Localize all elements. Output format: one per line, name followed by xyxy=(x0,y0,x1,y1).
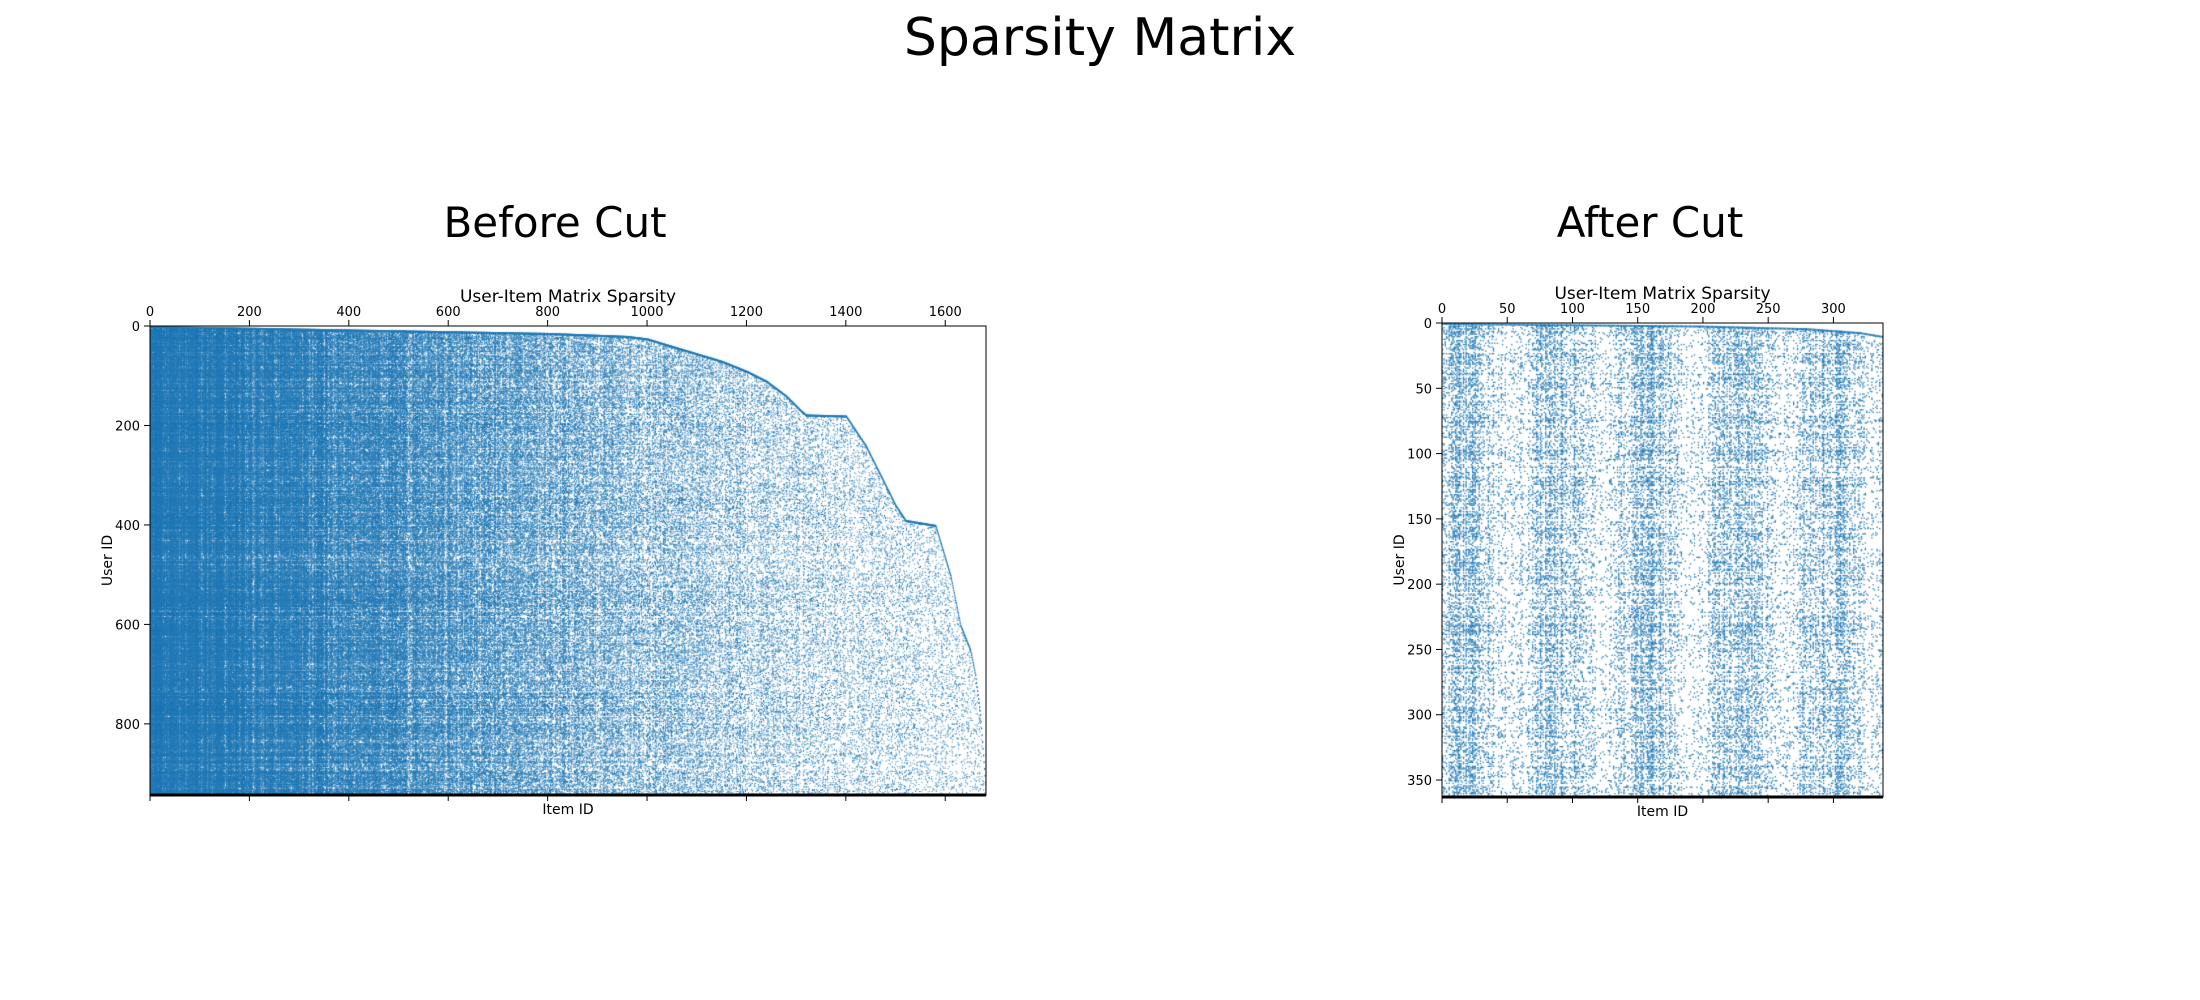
x-tick-label: 200 xyxy=(237,305,262,320)
chart-title: User-Item Matrix Sparsity xyxy=(460,287,676,307)
chart-after: 0 50 100 150 200 250 300 0 50 100 150 200 250 300 350 U… xyxy=(1392,284,1884,820)
y-axis-label: User ID xyxy=(100,535,116,586)
x-tick-label: 100 xyxy=(1560,302,1585,317)
y-tick-label: 250 xyxy=(1407,643,1432,658)
sparsity-points xyxy=(1442,323,1883,797)
x-tick-label: 250 xyxy=(1756,302,1781,317)
y-tick-label: 300 xyxy=(1407,709,1432,724)
y-tick-label: 350 xyxy=(1407,774,1432,789)
x-tick-label: 1200 xyxy=(730,305,763,320)
y-tick-label: 800 xyxy=(115,718,140,733)
panel-heading-before: Before Cut xyxy=(443,198,667,247)
y-tick-label: 200 xyxy=(1407,578,1432,593)
x-tick-label: 400 xyxy=(336,305,361,320)
y-tick-label: 400 xyxy=(115,519,140,534)
x-tick-label: 200 xyxy=(1691,302,1716,317)
y-axis-label: User ID xyxy=(1392,534,1408,585)
x-tick-label: 150 xyxy=(1625,302,1650,317)
panel-heading-after: After Cut xyxy=(1556,198,1744,247)
x-tick-label: 1400 xyxy=(829,305,862,320)
y-tick-label: 200 xyxy=(115,419,140,434)
x-tick-label: 0 xyxy=(1438,302,1446,317)
figure-title: Sparsity Matrix xyxy=(903,8,1297,68)
x-tick-label: 1600 xyxy=(929,305,962,320)
chart-before: 0 200 400 600 800 1000 1200 1400 1600 0 200 400 600 8… xyxy=(100,287,987,818)
x-tick-label: 50 xyxy=(1499,302,1516,317)
y-tick-label: 100 xyxy=(1407,448,1432,463)
x-axis-label: Item ID xyxy=(542,802,593,818)
x-tick-label: 300 xyxy=(1821,302,1846,317)
x-tick-label: 0 xyxy=(146,305,154,320)
y-tick-label: 150 xyxy=(1407,513,1432,528)
y-tick-label: 0 xyxy=(132,320,140,335)
x-tick-label: 600 xyxy=(436,305,461,320)
chart-title: User-Item Matrix Sparsity xyxy=(1554,284,1770,304)
sparsity-points xyxy=(150,326,986,795)
y-tick-label: 600 xyxy=(115,618,140,633)
x-axis-label: Item ID xyxy=(1637,804,1688,820)
x-tick-label: 800 xyxy=(535,305,560,320)
x-tick-label: 1000 xyxy=(630,305,663,320)
y-tick-label: 50 xyxy=(1415,382,1432,397)
y-tick-label: 0 xyxy=(1424,317,1432,332)
